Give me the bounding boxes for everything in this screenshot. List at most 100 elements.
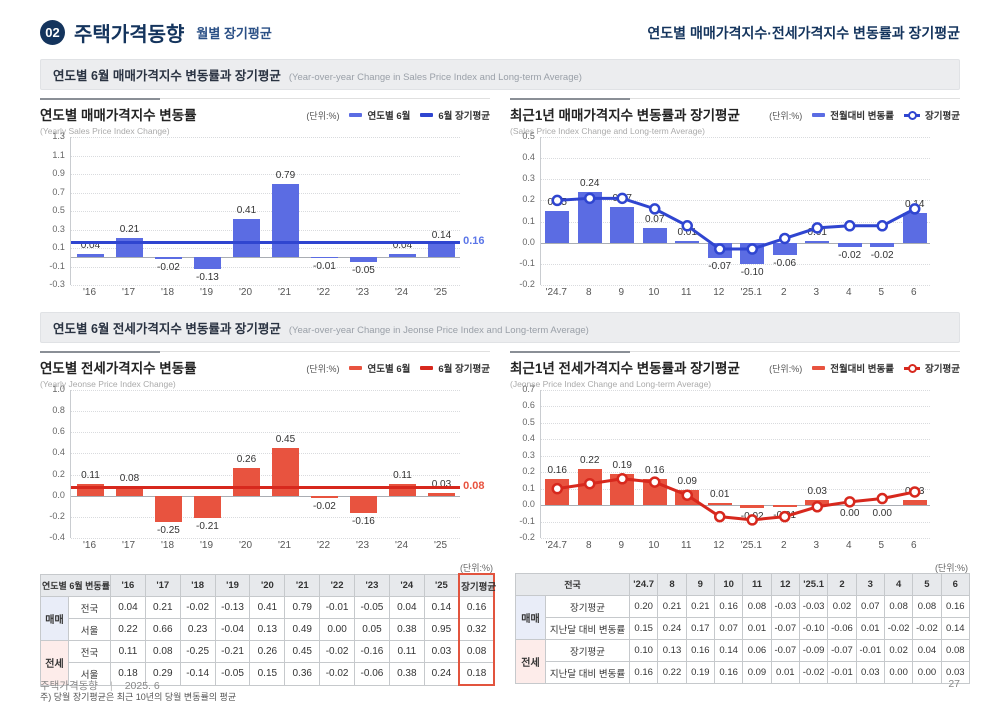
bar [870,242,895,247]
table-row: 매매 장기평균 0.20 0.21 0.21 0.16 0.08 -0.03 -0.03 0.02… [515,595,971,640]
legend-item: 6월 장기평균 [420,361,490,375]
trend-line [551,473,921,526]
column-header: 3 [855,573,885,596]
value-cell: 0.11 [110,640,146,663]
bar [805,240,830,243]
x-tick-label: '20 [238,540,253,551]
x-tick-label: '24 [394,540,409,551]
avg-label-gutter [930,390,960,538]
value-cell: 0.08 [940,639,971,662]
chart-legend: (단위:%) 연도별 6월 6월 장기평균 [306,104,490,123]
x-tick-label: '18 [160,540,175,551]
x-axis: '24.7 8 9 10 11 12 '25.1 2 3 4 5 6 [540,285,930,300]
x-tick-label: '16 [82,287,97,298]
legend-line-marker-icon [904,110,921,120]
page-footer: 주택가격동향 | 2025. 6 27 [40,678,960,693]
chart-title-block: 최근1년 전세가격지수 변동률과 장기평균 (Jeonse Price Inde… [510,357,740,389]
chart-legend: (단위:%) 전월대비 변동률 장기평균 [769,357,960,375]
x-axis-row: '16 '17 '18 '19 '20 '21 '22 '23 '24 '25 [40,538,490,553]
footer-doc-title: 주택가격동향 [40,680,98,692]
chart-title: 최근1년 매매가격지수 변동률과 장기평균 [510,108,740,123]
bar [610,206,635,243]
value-cell: 0.16 [713,595,744,618]
y-tick-label: 0.6 [522,400,535,411]
line-marker [778,232,791,245]
chart-title: 연도별 매매가격지수 변동률 [40,108,197,123]
zero-axis-line [70,257,461,259]
value-cell: 0.22 [110,618,146,641]
x-tick-label: '21 [277,540,292,551]
value-cell: 0.18 [110,662,146,686]
x-tick-label: '25 [433,287,448,298]
x-tick-label: 9 [618,540,625,551]
unit-label: (단위:%) [769,110,803,121]
value-cell: 0.04 [388,596,425,619]
legend-bar-icon [349,113,363,117]
column-header: '23 [354,573,390,597]
table-row: 서울 0.18 0.29 -0.14 -0.05 0.15 0.36 -0.02 -0.06 0.… [41,662,495,686]
column-header: 11 [742,573,772,596]
value-cell: 0.13 [657,639,687,662]
zero-axis-line [70,495,461,497]
gridline [540,439,931,441]
x-tick-label: 12 [713,287,725,298]
line-marker [616,473,628,485]
row-label-cell: 전국 [68,596,111,619]
yearly-table-block: (단위:%) 연도별 6월 변동률 '16'17'18'19'20'21'22'2… [40,561,496,703]
bar-value-label: 0.04 [80,239,101,251]
line-marker [746,243,758,255]
bar [76,253,104,258]
y-tick-label: 1.0 [52,384,65,394]
column-header: '25 [423,573,460,597]
chart-panel-monthly-jeonse: 최근1년 전세가격지수 변동률과 장기평균 (Jeonse Price Inde… [510,351,960,553]
y-tick-label: -0.1 [49,260,65,271]
row-label-cell: 장기평균 [545,595,630,618]
value-cell: -0.07 [770,639,800,662]
bar-value-label: 0.11 [393,470,412,482]
x-tick-label: 9 [618,287,625,298]
line-marker [811,501,823,513]
y-axis: 1.0 0.8 0.6 0.4 0.2 0.0 -0.2 -0.4 [40,384,70,542]
chart-head: 최근1년 매매가격지수 변동률과 장기평균 (Sales Price Index… [510,104,960,137]
column-header: 9 [685,573,715,596]
legend-item: 연도별 6월 [349,108,410,122]
line-marker [778,510,791,523]
value-cell: 0.08 [912,595,942,618]
x-tick-label: 4 [845,540,852,551]
table-header-row: 전국 '24.7 8 9 10 11 12'25.1 2 3 4 5 6 [515,573,971,596]
value-cell: 0.16 [685,639,715,662]
legend-label: 연도별 6월 [367,364,411,375]
y-tick-label: -0.2 [519,279,535,289]
value-cell: 0.06 [742,639,772,662]
bar-value-label: 0.11 [81,470,100,482]
x-tick-label: '17 [121,540,136,551]
chart-panel-monthly-sales: 최근1년 매매가격지수 변동률과 장기평균 (Sales Price Index… [510,98,960,300]
section-subtitle-en: (Year-over-year Change in Sales Price In… [288,72,582,83]
bar-value-label: -0.02 [838,249,862,261]
group-label-cell: 매매 [515,595,546,640]
bar-value-label: -0.21 [196,520,219,532]
bar-value-label: 0.79 [275,170,296,182]
plot-area: 0.11 0.08 -0.25 -0.21 0.26 0.45 -0.02 -0.16 0.11… [69,390,461,539]
value-cell: -0.03 [798,595,829,618]
bar-value-label: -0.10 [740,266,764,278]
value-cell: 0.17 [685,617,715,640]
y-tick-label: 0.4 [522,152,535,163]
value-cell: -0.01 [855,639,885,662]
bar-value-label: 0.14 [431,230,452,242]
x-tick-label: 8 [585,287,592,298]
bar-value-label: 0.03 [431,478,452,490]
bar-value-label: -0.06 [773,258,797,270]
line-marker [681,220,693,232]
avg-label-gutter [930,137,960,285]
value-cell: -0.07 [827,639,857,662]
value-cell: 0.00 [319,618,356,641]
trend-line [551,192,921,255]
bar-value-label: -0.13 [196,272,219,284]
average-line [70,485,461,489]
table-row: 서울 0.22 0.66 0.23 -0.04 0.13 0.49 0.00 0.05 0.38 0… [41,618,495,641]
gridline [540,422,931,424]
chart-legend: (단위:%) 연도별 6월 6월 장기평균 [306,357,490,376]
value-cell: 0.45 [284,640,321,663]
x-axis-row: '16 '17 '18 '19 '20 '21 '22 '23 '24 '25 [40,285,490,300]
